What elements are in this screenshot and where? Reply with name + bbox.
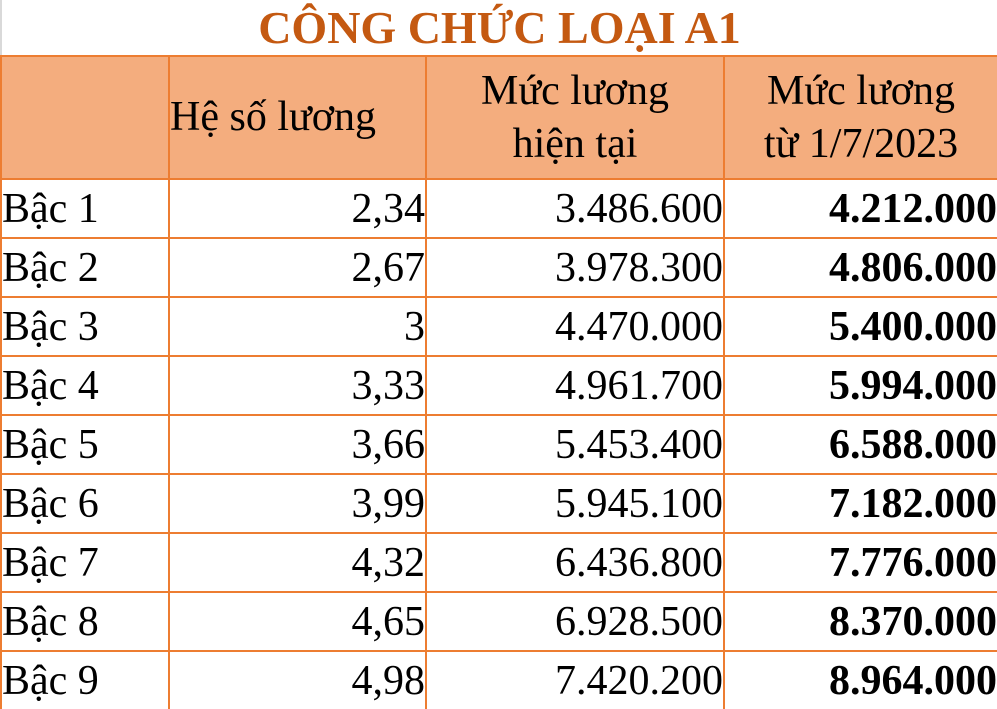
table-row: Bậc 3 3 4.470.000 5.400.000 bbox=[0, 296, 997, 357]
new-salary-cell: 6.588.000 bbox=[723, 414, 997, 475]
current-salary-cell: 6.436.800 bbox=[425, 532, 725, 593]
coefficient-cell: 2,67 bbox=[168, 237, 427, 298]
header-cell-current-salary: Mức lương hiện tại bbox=[425, 55, 725, 180]
page-title-bar: CÔNG CHỨC LOẠI A1 bbox=[0, 0, 997, 55]
table-row: Bậc 1 2,34 3.486.600 4.212.000 bbox=[0, 178, 997, 239]
new-salary-cell: 8.370.000 bbox=[723, 591, 997, 652]
level-cell: Bậc 9 bbox=[0, 650, 170, 709]
level-cell: Bậc 3 bbox=[0, 296, 170, 357]
new-salary-cell: 4.806.000 bbox=[723, 237, 997, 298]
header-cell-coefficient: Hệ số lương bbox=[168, 55, 427, 180]
table-body: Bậc 1 2,34 3.486.600 4.212.000 Bậc 2 2,6… bbox=[0, 178, 997, 709]
table-row: Bậc 2 2,67 3.978.300 4.806.000 bbox=[0, 237, 997, 298]
level-cell: Bậc 2 bbox=[0, 237, 170, 298]
current-salary-cell: 7.420.200 bbox=[425, 650, 725, 709]
table-row: Bậc 9 4,98 7.420.200 8.964.000 bbox=[0, 650, 997, 709]
new-salary-cell: 7.182.000 bbox=[723, 473, 997, 534]
coefficient-cell: 3,66 bbox=[168, 414, 427, 475]
level-cell: Bậc 1 bbox=[0, 178, 170, 239]
level-cell: Bậc 8 bbox=[0, 591, 170, 652]
current-salary-cell: 5.453.400 bbox=[425, 414, 725, 475]
level-cell: Bậc 4 bbox=[0, 355, 170, 416]
current-salary-cell: 4.470.000 bbox=[425, 296, 725, 357]
table-row: Bậc 8 4,65 6.928.500 8.370.000 bbox=[0, 591, 997, 652]
new-salary-cell: 4.212.000 bbox=[723, 178, 997, 239]
table-header: Hệ số lương Mức lương hiện tại Mức lương… bbox=[0, 55, 997, 180]
level-cell: Bậc 6 bbox=[0, 473, 170, 534]
table-row: Bậc 4 3,33 4.961.700 5.994.000 bbox=[0, 355, 997, 416]
header-cell-new-salary: Mức lương từ 1/7/2023 bbox=[723, 55, 997, 180]
level-cell: Bậc 5 bbox=[0, 414, 170, 475]
current-salary-cell: 4.961.700 bbox=[425, 355, 725, 416]
new-salary-cell: 8.964.000 bbox=[723, 650, 997, 709]
coefficient-cell: 4,98 bbox=[168, 650, 427, 709]
coefficient-cell: 2,34 bbox=[168, 178, 427, 239]
new-salary-cell: 5.994.000 bbox=[723, 355, 997, 416]
coefficient-cell: 3,99 bbox=[168, 473, 427, 534]
header-cell-empty bbox=[0, 55, 170, 180]
table-row: Bậc 6 3,99 5.945.100 7.182.000 bbox=[0, 473, 997, 534]
header-row: Hệ số lương Mức lương hiện tại Mức lương… bbox=[0, 55, 997, 180]
level-cell: Bậc 7 bbox=[0, 532, 170, 593]
table-row: Bậc 5 3,66 5.453.400 6.588.000 bbox=[0, 414, 997, 475]
page-title: CÔNG CHỨC LOẠI A1 bbox=[258, 2, 741, 53]
new-salary-cell: 5.400.000 bbox=[723, 296, 997, 357]
current-salary-cell: 3.978.300 bbox=[425, 237, 725, 298]
current-salary-cell: 5.945.100 bbox=[425, 473, 725, 534]
coefficient-cell: 3,33 bbox=[168, 355, 427, 416]
salary-table: Hệ số lương Mức lương hiện tại Mức lương… bbox=[0, 55, 997, 709]
coefficient-cell: 4,65 bbox=[168, 591, 427, 652]
coefficient-cell: 4,32 bbox=[168, 532, 427, 593]
current-salary-cell: 6.928.500 bbox=[425, 591, 725, 652]
new-salary-cell: 7.776.000 bbox=[723, 532, 997, 593]
current-salary-cell: 3.486.600 bbox=[425, 178, 725, 239]
coefficient-cell: 3 bbox=[168, 296, 427, 357]
table-row: Bậc 7 4,32 6.436.800 7.776.000 bbox=[0, 532, 997, 593]
